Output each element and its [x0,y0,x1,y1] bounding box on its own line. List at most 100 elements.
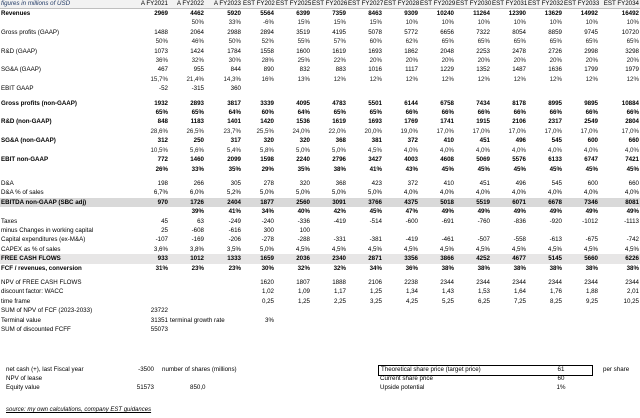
row-label [0,127,136,136]
cell-value: 4,5% [439,245,454,253]
cell-value: 65% [626,38,639,46]
cell-value: 4,0% [624,146,639,154]
cell-value [599,306,640,315]
row-label: R&D (non-GAAP) [1,118,52,126]
cell-value: 42% [333,208,346,216]
cell-value: 8995 [548,99,562,107]
row-label: Gross profits (non-GAAP) [1,99,77,107]
cell-value: 49% [626,208,639,216]
table-row: discount factor: WACC 1,02 1,09 1,17 1,25 1,3… [0,287,640,296]
cell-value: 38% [585,264,598,272]
equity-value: 51573 [136,384,154,391]
cell-value [169,287,205,296]
cell-value: 4,0% [547,189,562,197]
cell-value: 5,0% [295,146,310,154]
cell-value: 32% [297,264,310,272]
year-header: A FY2023 [205,0,242,9]
cell-value [455,325,491,334]
cell-value: 2,25 [333,297,346,305]
cell-value: -288 [297,236,310,244]
cell-value: 2796 [332,156,346,164]
cell-value [563,226,599,235]
cell-value: 31% [155,264,168,272]
cell-value: 660 [628,179,639,187]
cell-value: 7359 [332,10,346,17]
cell-value: 36% [405,264,418,272]
cell-value: 1862 [404,47,418,55]
cell-value [455,306,491,315]
cell-value [242,84,275,93]
cell-value: 9895 [584,99,598,107]
cell-value: 10% [513,19,526,27]
cell-value: 45% [513,165,526,173]
cell-value: 8054 [512,28,526,36]
cell-value: 4,5% [295,245,310,253]
cell-value: 1659 [242,254,275,264]
cell-value: 10,25 [623,297,639,305]
cell-value: 17,0% [472,127,490,135]
cell-value: 45% [549,165,562,173]
cell-value: 15,7% [150,75,168,83]
cell-value: 5145 [527,254,563,264]
cell-value: -169 [191,236,204,244]
cell-value: 14,3% [223,75,241,83]
cell-value: 278 [263,179,274,187]
cell-value: 890 [263,66,274,74]
cell-value: 5,4% [226,146,241,154]
cell-value: 1,34 [405,288,418,296]
cell-value: 6747 [584,156,598,164]
cell-value: 2560 [275,197,311,208]
cell-value: 955 [193,66,204,74]
cell-value: 3427 [368,156,382,164]
cell-value: 2048 [440,47,454,55]
cell-value [419,84,455,93]
cell-value: 12390 [508,10,526,17]
cell-value: 66% [441,109,454,117]
cell-value: 41% [228,208,241,216]
cell-value: 0,25 [261,297,274,305]
cell-value: 4195 [332,28,346,36]
cell-value: -608 [191,226,204,234]
cell-value: 3% [265,316,274,324]
cell-value [347,325,383,334]
source-note: source: my own calculations, company EST… [6,407,152,413]
cell-value: 66% [513,109,526,117]
cell-value: 2344 [476,278,490,286]
cell-value: 368 [335,179,346,187]
cell-value: 5,2% [226,189,241,197]
cell-value: -249 [228,217,241,225]
table-row: CAPEX as % of sales 3,6% 3,8% 3,5% 5,0% 4,5% 4… [0,245,640,254]
cell-value: 372 [407,137,418,145]
cell-value: 266 [193,179,204,187]
cell-value [136,207,169,216]
cell-value: 2,01 [626,288,639,296]
cell-value: 2106 [512,118,526,126]
cell-value: 5920 [227,10,241,17]
cell-value: 5,6% [189,146,204,154]
cell-value: 933 [136,254,169,264]
table-row: R&D (non-GAAP) 848 1183 1401 1420 1536 1619 169… [0,117,640,126]
cell-value: -52 [159,85,168,93]
cell-value [136,297,169,306]
cell-value: 300 [263,226,274,234]
table-row: Revenues 2969 4462 5920 5564 6399 7359 8463 9309… [0,9,640,19]
cell-value: 30% [228,57,241,65]
current-price-label: Current share price [380,375,433,382]
cell-value [311,325,347,334]
cell-value: 65% [549,38,562,46]
cell-value: 5069 [476,156,490,164]
table-row: Gross profits (GAAP) 1488 2064 2988 2894 3519… [0,28,640,37]
cell-value: 65% [369,109,382,117]
cell-value: 52% [261,38,274,46]
cell-value: 4,5% [511,245,526,253]
cell-value: 2871 [347,254,383,264]
cell-value: 55073 [150,326,168,333]
cell-value [527,226,563,235]
cell-value: 28,6% [150,127,168,135]
cell-value: 1333 [205,254,242,264]
cell-value: 1,25 [297,297,310,305]
cell-value: 4,0% [439,189,454,197]
cell-value: 4375 [383,197,419,208]
cell-value: 5,0% [259,245,274,253]
cell-value: 49% [585,208,598,216]
